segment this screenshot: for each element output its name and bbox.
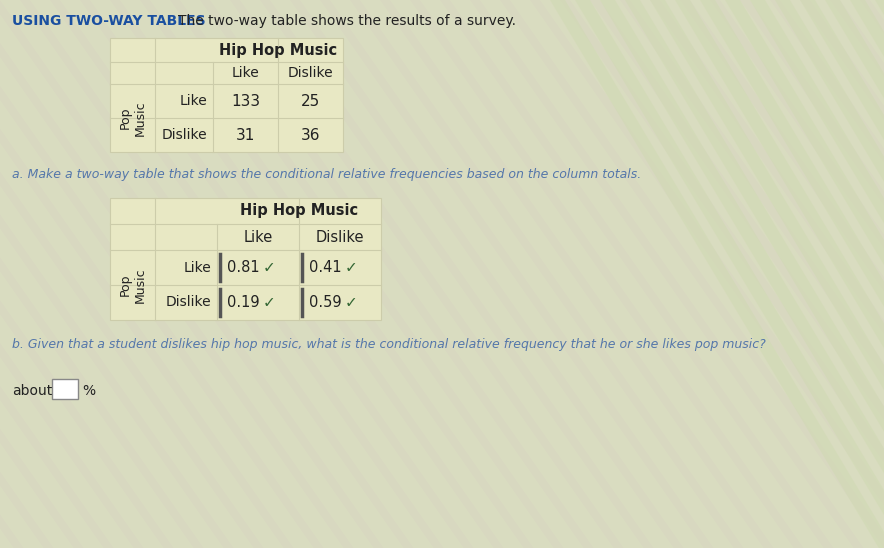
Text: 31: 31: [236, 128, 255, 142]
Polygon shape: [850, 0, 884, 548]
Polygon shape: [0, 0, 344, 548]
Bar: [110, 38, 343, 152]
Polygon shape: [150, 0, 553, 548]
Text: about: about: [12, 384, 52, 398]
Polygon shape: [550, 0, 884, 548]
Polygon shape: [0, 0, 194, 548]
Text: 0.59: 0.59: [309, 295, 341, 310]
Polygon shape: [825, 0, 884, 548]
Text: USING TWO-WAY TABLES: USING TWO-WAY TABLES: [12, 14, 206, 28]
Polygon shape: [0, 0, 133, 548]
Text: ✓: ✓: [263, 295, 276, 310]
Polygon shape: [0, 0, 103, 548]
Polygon shape: [90, 0, 493, 548]
Polygon shape: [420, 0, 824, 548]
Polygon shape: [690, 0, 884, 548]
Polygon shape: [210, 0, 613, 548]
Text: Dislike: Dislike: [287, 66, 333, 80]
Polygon shape: [780, 0, 884, 548]
Polygon shape: [600, 0, 884, 548]
Polygon shape: [700, 0, 884, 548]
Polygon shape: [0, 0, 164, 548]
Polygon shape: [725, 0, 884, 548]
Polygon shape: [625, 0, 884, 548]
Polygon shape: [540, 0, 884, 548]
Text: 133: 133: [231, 94, 260, 109]
Polygon shape: [0, 0, 43, 548]
Text: ✓: ✓: [345, 295, 358, 310]
Polygon shape: [675, 0, 884, 548]
Bar: [52, 379, 78, 399]
Polygon shape: [240, 0, 644, 548]
Polygon shape: [0, 0, 404, 548]
Text: Pop
Music: Pop Music: [118, 100, 147, 136]
Polygon shape: [360, 0, 764, 548]
Text: 0.19: 0.19: [227, 295, 260, 310]
Polygon shape: [0, 0, 13, 548]
Polygon shape: [390, 0, 794, 548]
Polygon shape: [800, 0, 884, 548]
Text: 25: 25: [301, 94, 320, 109]
Text: Pop
Music: Pop Music: [118, 267, 147, 303]
Polygon shape: [0, 0, 254, 548]
Text: Dislike: Dislike: [316, 230, 364, 244]
Text: b. Given that a student dislikes hip hop music, what is the conditional relative: b. Given that a student dislikes hip hop…: [12, 338, 766, 351]
Text: 36: 36: [301, 128, 320, 142]
Text: Dislike: Dislike: [162, 128, 207, 142]
Polygon shape: [330, 0, 734, 548]
Polygon shape: [630, 0, 884, 548]
Text: Hip Hop Music: Hip Hop Music: [219, 43, 337, 58]
Text: The two-way table shows the results of a survey.: The two-way table shows the results of a…: [178, 14, 516, 28]
Polygon shape: [270, 0, 674, 548]
Text: Like: Like: [232, 66, 259, 80]
Polygon shape: [480, 0, 884, 548]
Polygon shape: [775, 0, 884, 548]
Polygon shape: [660, 0, 884, 548]
Text: Like: Like: [183, 260, 211, 275]
Polygon shape: [0, 0, 314, 548]
Polygon shape: [0, 0, 73, 548]
Text: Dislike: Dislike: [165, 295, 211, 310]
Polygon shape: [810, 0, 884, 548]
Polygon shape: [300, 0, 704, 548]
Polygon shape: [720, 0, 884, 548]
Text: 0.41: 0.41: [309, 260, 341, 275]
Polygon shape: [450, 0, 854, 548]
Polygon shape: [600, 0, 884, 548]
Polygon shape: [0, 0, 374, 548]
Polygon shape: [30, 0, 433, 548]
Text: 0.81: 0.81: [227, 260, 260, 275]
Text: ✓: ✓: [345, 260, 358, 275]
Text: %: %: [82, 384, 95, 398]
Polygon shape: [575, 0, 884, 548]
Text: ✓: ✓: [263, 260, 276, 275]
Polygon shape: [510, 0, 884, 548]
Polygon shape: [750, 0, 884, 548]
Text: Like: Like: [243, 230, 272, 244]
Polygon shape: [0, 0, 224, 548]
Text: a. Make a two-way table that shows the conditional relative frequencies based on: a. Make a two-way table that shows the c…: [12, 168, 641, 181]
Polygon shape: [875, 0, 884, 548]
Polygon shape: [750, 0, 884, 548]
Polygon shape: [870, 0, 884, 548]
Polygon shape: [650, 0, 884, 548]
Bar: [110, 198, 381, 320]
Polygon shape: [570, 0, 884, 548]
Polygon shape: [180, 0, 583, 548]
Polygon shape: [60, 0, 463, 548]
Polygon shape: [120, 0, 523, 548]
Text: Like: Like: [179, 94, 207, 108]
Polygon shape: [0, 0, 284, 548]
Polygon shape: [840, 0, 884, 548]
Text: Hip Hop Music: Hip Hop Music: [240, 203, 358, 219]
